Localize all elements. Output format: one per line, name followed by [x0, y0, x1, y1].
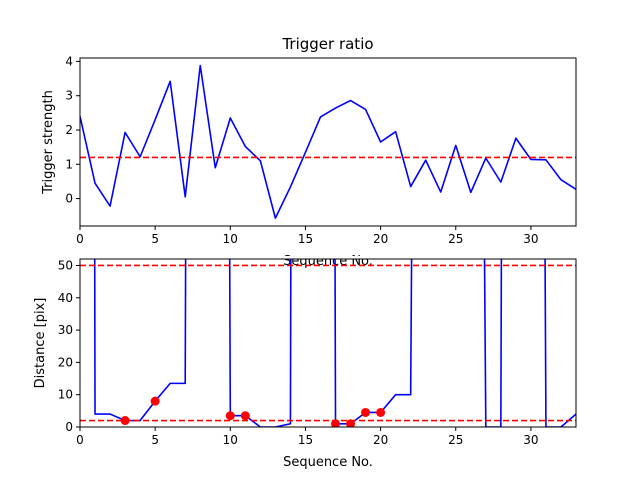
top-axis-ticks: 0 5 10 15 20 25 30 0 1 2 3 4: [65, 54, 538, 246]
bottom-plot-area: [80, 259, 576, 427]
bottom-marker-point: [120, 416, 130, 426]
top-x-tick-label: 10: [223, 232, 238, 246]
bottom-x-tick-label: 5: [151, 433, 159, 447]
bottom-marker-point: [240, 411, 250, 421]
top-x-tick-label: 30: [523, 232, 538, 246]
bottom-y-tick-label: 0: [65, 420, 73, 434]
bottom-marker-point: [225, 411, 235, 421]
subplot-gap: [0, 256, 640, 259]
top-x-tick-label: 5: [151, 232, 159, 246]
top-series-line: [80, 64, 576, 219]
top-x-tick-label: 20: [373, 232, 388, 246]
top-y-tick-label: 3: [65, 89, 73, 103]
bottom-y-tick-label: 50: [58, 258, 73, 272]
bottom-x-tick-label: 30: [523, 433, 538, 447]
bottom-x-tick-label: 10: [223, 433, 238, 447]
bottom-series-line: [93, 259, 576, 427]
bottom-axes-frame: [79, 258, 577, 428]
top-y-tick-label: 2: [65, 123, 73, 137]
bottom-x-tick-label: 25: [448, 433, 463, 447]
top-x-tick-label: 25: [448, 232, 463, 246]
bottom-x-tick-label: 20: [373, 433, 388, 447]
bottom-x-axis-label: Sequence No.: [283, 455, 373, 470]
bottom-axis-ticks: 0 5 10 15 20 25 30 0 10 20 30 40 50: [58, 258, 539, 447]
bottom-marker-point: [150, 396, 160, 406]
top-x-tick-label: 0: [76, 232, 84, 246]
bottom-y-tick-label: 20: [58, 355, 73, 369]
bottom-y-axis-label: Distance [pix]: [33, 298, 48, 389]
bottom-marker-point: [376, 407, 386, 417]
top-plot-area: [80, 64, 576, 219]
top-x-tick-label: 15: [298, 232, 313, 246]
bottom-x-tick-label: 0: [76, 433, 84, 447]
bottom-x-tick-label: 15: [298, 433, 313, 447]
bottom-marker-point: [361, 407, 371, 417]
bottom-subplot: 0 5 10 15 20 25 30 0 10 20 30 40 50 Sequence No. Dis…: [0, 256, 640, 470]
bottom-y-tick-label: 40: [58, 291, 73, 305]
bottom-y-tick-label: 30: [58, 323, 73, 337]
bottom-y-tick-label: 10: [58, 388, 73, 402]
top-y-axis-label: Trigger strength: [41, 90, 56, 195]
bottom-marker-point: [331, 419, 341, 427]
top-y-tick-label: 4: [65, 54, 73, 68]
bottom-marker-point: [346, 419, 356, 427]
top-y-tick-label: 1: [65, 157, 73, 171]
top-chart-title: Trigger ratio: [281, 35, 373, 53]
top-y-tick-label: 0: [65, 192, 73, 206]
top-axes-frame: [79, 57, 577, 227]
